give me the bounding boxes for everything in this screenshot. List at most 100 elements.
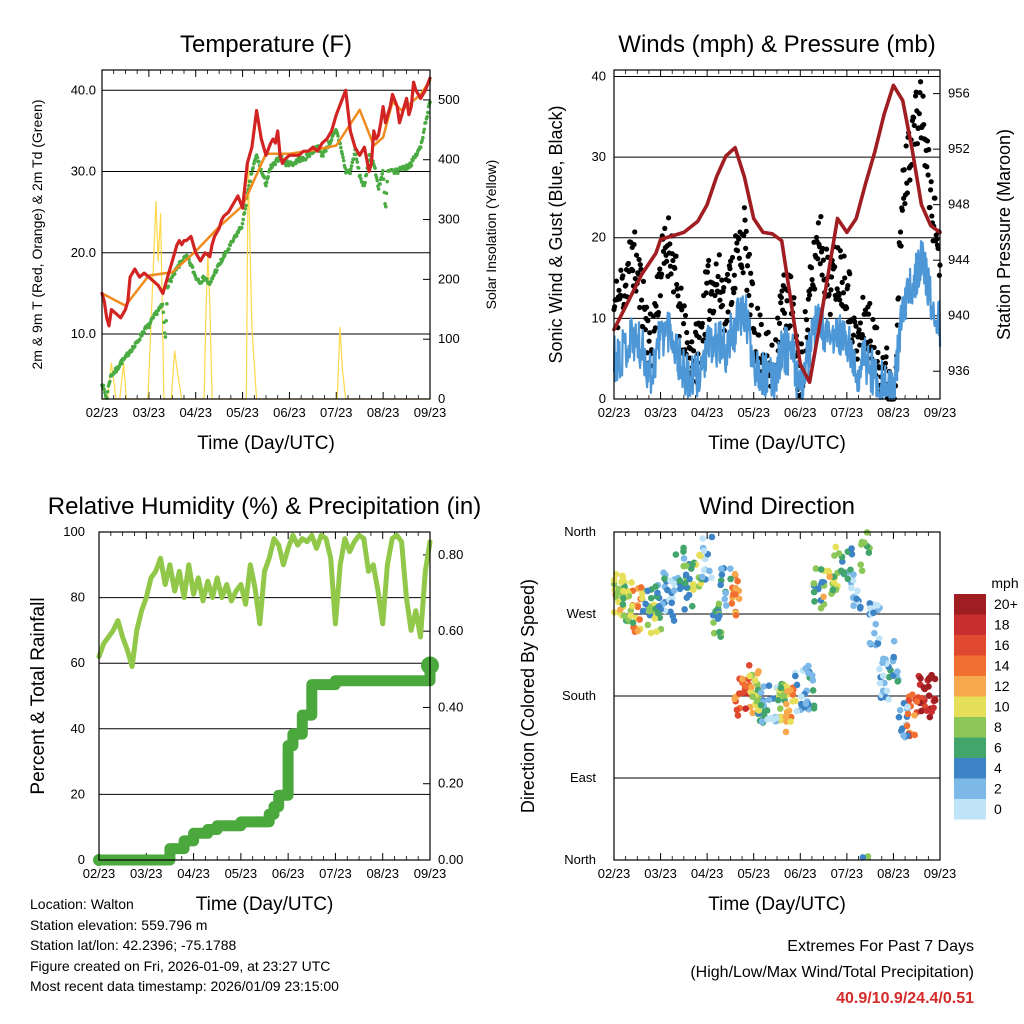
direction-panel: Wind Direction 02/23 03/23 04/23 05/23 06/23 0…: [518, 493, 956, 915]
winds-gust-point: [715, 273, 721, 280]
direction-point: [812, 565, 820, 572]
direction-point: [634, 603, 642, 611]
winds-gust-point: [924, 138, 931, 144]
winds-ylabel-right: Station Pressure (Maroon): [994, 129, 1014, 340]
temperature-xtick-label: 04/23: [179, 405, 212, 420]
winds-pressure-line: [612, 83, 942, 385]
winds-gust-point: [637, 262, 643, 268]
winds-gust-point: [850, 332, 857, 338]
direction-point: [793, 681, 801, 689]
temperature-dewpoint-point: [234, 234, 239, 238]
winds-gust-point: [727, 266, 733, 272]
direction-legend-swatch: [954, 676, 986, 697]
direction-point: [853, 595, 860, 603]
winds-gust-point: [736, 236, 742, 242]
direction-point: [809, 687, 817, 694]
winds-gust-point: [897, 229, 904, 235]
winds-ytick-label: 20: [592, 230, 606, 245]
winds-gust-point: [741, 205, 748, 211]
direction-point: [879, 672, 887, 680]
winds-gust-point: [776, 320, 783, 326]
temperature-dewpoint-point: [190, 265, 195, 270]
temperature-dewpoint-point: [151, 315, 156, 320]
temperature-dewpoint-point: [160, 302, 165, 307]
temperature-dewpoint-point: [105, 389, 110, 394]
temperature-dewpoint-point: [169, 279, 173, 284]
temperature-dewpoint-point: [172, 272, 177, 276]
winds-gust-point: [636, 256, 642, 263]
winds-gust-point: [916, 111, 922, 117]
humidity-ylabel: Percent & Total Rainfall: [28, 597, 49, 794]
winds-gust-point: [898, 243, 904, 249]
humidity-xtick-label: 07/23: [319, 866, 352, 881]
winds-gust-point: [632, 275, 638, 282]
winds-xlabel: Time (Day/UTC): [708, 433, 846, 454]
temperature-xtick-label: 09/23: [414, 405, 447, 420]
winds-gust-point: [865, 311, 872, 317]
direction-ytick-label: West: [567, 606, 597, 621]
direction-point: [904, 703, 911, 711]
direction-point: [655, 603, 663, 610]
winds-xtick-label: 07/23: [831, 405, 864, 420]
direction-ytick-label: North: [564, 524, 596, 539]
direction-point: [760, 683, 768, 690]
direction-point: [651, 615, 659, 622]
humidity-panel: Relative Humidity (%) & Precipitation (i…: [28, 493, 481, 915]
temperature-dewpoint-point: [374, 175, 379, 180]
direction-legend-swatch: [954, 696, 986, 717]
temperature-ytick-right-label: 300: [438, 212, 460, 227]
direction-point: [793, 708, 800, 715]
winds-gust-point: [907, 177, 913, 183]
temperature-dewpoint-point: [359, 176, 363, 181]
temperature-dewpoint-point: [421, 135, 425, 140]
winds-gust-point: [847, 271, 853, 277]
temperature-dewpoint-point: [103, 390, 107, 395]
winds-gust-point: [925, 172, 931, 178]
direction-point: [861, 539, 868, 546]
direction-point: [634, 627, 642, 635]
temperature-dewpoint-point: [140, 333, 144, 338]
winds-gust-point: [857, 342, 863, 348]
humidity-xlabel: Time (Day/UTC): [196, 894, 334, 915]
winds-gust-point: [758, 321, 764, 328]
temperature-dewpoint-point: [375, 178, 380, 183]
temperature-dewpoint-point: [364, 172, 369, 177]
winds-gust-point: [742, 217, 748, 223]
info-location: Location: Walton: [30, 896, 134, 912]
humidity-ytick-label: 60: [71, 655, 85, 670]
direction-point: [717, 565, 725, 573]
direction-ytick-label: North: [564, 852, 596, 867]
winds-gust-point: [775, 315, 781, 321]
winds-gust-point: [637, 304, 643, 311]
winds-gust-point: [724, 318, 730, 324]
temperature-frame: [101, 69, 431, 400]
direction-point: [653, 628, 660, 635]
humidity-ytick-label: 0: [78, 852, 85, 867]
temperature-dewpoint-point: [147, 325, 151, 330]
extremes-title: Extremes For Past 7 Days: [787, 938, 974, 955]
winds-gust-point: [798, 341, 805, 347]
direction-xtick-label: 03/23: [644, 866, 677, 881]
winds-gust-point: [680, 321, 687, 327]
winds-gust-point: [741, 232, 747, 238]
direction-point: [903, 722, 911, 730]
winds-gust-point: [748, 302, 754, 308]
direction-point: [923, 707, 931, 714]
temperature-ytick-right-label: 400: [438, 152, 460, 167]
temperature-dewpoint-point: [133, 344, 137, 349]
direction-point: [628, 602, 636, 610]
direction-point: [620, 587, 627, 595]
winds-gust-point: [757, 312, 763, 318]
winds-gust-point: [709, 288, 715, 295]
info-elevation: Station elevation: 559.796 m: [30, 916, 208, 933]
direction-point: [753, 697, 761, 705]
temperature-dewpoint-point: [262, 176, 267, 180]
direction-point: [676, 577, 684, 584]
direction-point: [826, 573, 833, 581]
direction-legend-label: 10: [994, 699, 1010, 715]
direction-point: [716, 628, 723, 636]
temperature-dewpoint-point: [193, 274, 198, 279]
humidity-xtick-label: 06/23: [272, 866, 305, 881]
direction-point: [706, 567, 713, 575]
direction-point: [746, 672, 753, 680]
